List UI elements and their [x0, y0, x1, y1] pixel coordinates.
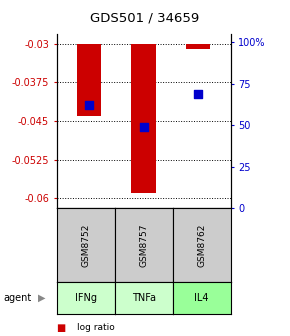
Text: GSM8762: GSM8762 [197, 223, 206, 267]
Text: GSM8757: GSM8757 [139, 223, 148, 267]
Text: ■: ■ [57, 323, 66, 333]
Text: TNFa: TNFa [132, 293, 155, 303]
Text: ▶: ▶ [38, 293, 46, 303]
Text: log ratio: log ratio [77, 323, 115, 332]
Text: GDS501 / 34659: GDS501 / 34659 [90, 12, 200, 25]
Text: IFNg: IFNg [75, 293, 97, 303]
Bar [186, 44, 210, 49]
Point [141, 124, 146, 129]
Point [87, 102, 92, 108]
Text: IL4: IL4 [194, 293, 209, 303]
Bar [131, 44, 156, 193]
Text: GSM8752: GSM8752 [81, 223, 90, 267]
Bar [77, 44, 102, 116]
Point [195, 91, 200, 96]
Text: agent: agent [3, 293, 31, 303]
